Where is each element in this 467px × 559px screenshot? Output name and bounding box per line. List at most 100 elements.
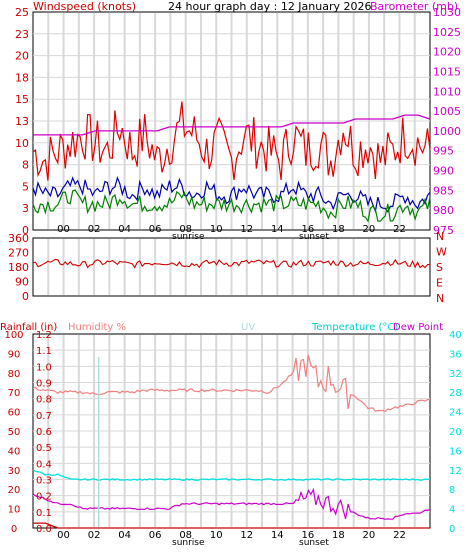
temperature-tick-label: 8 — [449, 485, 455, 496]
temperature-tick-label: 4 — [449, 505, 455, 516]
compass-tick-label: E — [436, 277, 443, 290]
wind-lull-series — [32, 189, 431, 223]
dewpoint-axis-label: Dew Point — [393, 322, 443, 333]
humidity-tick-label: 10 — [8, 505, 21, 516]
humidity-tick-label: 40 — [8, 446, 21, 457]
rainfall-tick-label: 1.0 — [36, 362, 52, 373]
rainfall-tick-label: 0.1 — [36, 508, 52, 519]
windspeed-tick-label: 5 — [22, 180, 29, 193]
humidity-tick-label: 100 — [4, 330, 23, 341]
humidity-tick-label: 0 — [11, 524, 17, 535]
humidity-tick-label: 80 — [8, 369, 21, 380]
wind-gust-series — [32, 101, 431, 181]
compass-tick-label: S — [436, 261, 443, 274]
wind-average-series — [32, 175, 431, 214]
barometer-tick-label: 1005 — [433, 105, 461, 118]
temperature-tick-label: 40 — [449, 330, 462, 341]
barometer-axis-label: Barometer (mb) — [370, 0, 458, 13]
humidity-tick-label: 30 — [8, 466, 21, 477]
hour-tick-label: 04 — [118, 224, 131, 235]
windspeed-tick-label: 3 — [22, 202, 29, 215]
rainfall-tick-label: 0.0 — [36, 524, 52, 535]
windspeed-tick-label: 8 — [22, 159, 29, 172]
humidity-axis-label: Humidity % — [68, 322, 126, 333]
temperature-tick-label: 12 — [449, 466, 462, 477]
barometer-tick-label: 995 — [433, 145, 454, 158]
rainfall-tick-label: 0.7 — [36, 411, 52, 422]
barometer-tick-label: 1010 — [433, 85, 461, 98]
hour-tick-label: 14 — [271, 530, 284, 541]
rainfall-tick-label: 0.4 — [36, 459, 52, 470]
graph-title: 24 hour graph day : 12 January 2026 — [168, 0, 372, 13]
humidity-tick-label: 90 — [8, 349, 21, 360]
hour-tick-label: 10 — [210, 530, 223, 541]
direction-tick-label: 90 — [15, 276, 29, 289]
hour-tick-label: 06 — [149, 224, 162, 235]
direction-tick-label: 180 — [8, 261, 29, 274]
uv-axis-label: UV — [241, 322, 255, 333]
temperature-tick-label: 28 — [449, 388, 462, 399]
barometer-tick-label: 990 — [433, 165, 454, 178]
hour-tick-label: 02 — [88, 224, 101, 235]
rainfall-tick-label: 0.9 — [36, 379, 52, 390]
barometer-tick-label: 1025 — [433, 26, 461, 39]
sunrise-label-top: sunrise — [172, 232, 205, 242]
temperature-tick-label: 32 — [449, 369, 462, 380]
barometer-tick-label: 1015 — [433, 65, 461, 78]
windspeed-tick-label: 25 — [15, 6, 29, 19]
temperature-tick-label: 20 — [449, 427, 462, 438]
hour-tick-label: 06 — [149, 530, 162, 541]
windspeed-tick-label: 18 — [15, 71, 29, 84]
hour-tick-label: 04 — [118, 530, 131, 541]
hour-tick-label: 18 — [332, 224, 345, 235]
windspeed-tick-label: 10 — [15, 137, 29, 150]
wind-direction-series — [32, 258, 431, 269]
windspeed-tick-label: 13 — [15, 115, 29, 128]
temperature-tick-label: 36 — [449, 349, 462, 360]
sunset-label-bottom: sunset — [299, 538, 329, 548]
hour-tick-label: 12 — [240, 530, 253, 541]
hour-tick-label: 14 — [271, 224, 284, 235]
barometer-tick-label: 985 — [433, 184, 454, 197]
windspeed-tick-label: 23 — [15, 28, 29, 41]
temperature-tick-label: 0 — [449, 524, 455, 535]
rainfall-tick-label: 0.3 — [36, 476, 52, 487]
barometer-tick-label: 1000 — [433, 125, 461, 138]
temperature-tick-label: 24 — [449, 408, 462, 419]
rainfall-tick-label: 0.8 — [36, 395, 52, 406]
hour-tick-label: 22 — [393, 224, 406, 235]
hour-tick-label: 16 — [301, 530, 314, 541]
temperature-axis-label: Temperature (°C) — [311, 322, 398, 333]
rainfall-tick-label: 0.5 — [36, 443, 52, 454]
hour-tick-label: 10 — [210, 224, 223, 235]
rainfall-axis-label: Rainfall (in) — [0, 322, 57, 333]
compass-tick-label: W — [436, 246, 447, 259]
hour-tick-label: 20 — [363, 530, 376, 541]
hour-tick-label: 08 — [179, 224, 192, 235]
hour-tick-label: 16 — [301, 224, 314, 235]
hour-tick-label: 00 — [57, 530, 70, 541]
rainfall-series — [33, 522, 430, 529]
sunset-label-top: sunset — [299, 232, 329, 242]
hour-tick-label: 20 — [363, 224, 376, 235]
barometer-series — [33, 114, 431, 136]
temperature-tick-label: 16 — [449, 446, 462, 457]
humidity-tick-label: 70 — [8, 388, 21, 399]
humidity-tick-label: 60 — [8, 408, 21, 419]
windspeed-tick-label: 15 — [15, 93, 29, 106]
sunrise-label-bottom: sunrise — [172, 538, 205, 548]
rainfall-tick-label: 0.2 — [36, 492, 52, 503]
hour-tick-label: 18 — [332, 530, 345, 541]
compass-tick-label: N — [436, 292, 444, 305]
hour-tick-label: 08 — [179, 530, 192, 541]
barometer-tick-label: 1020 — [433, 46, 461, 59]
hour-tick-label: 00 — [57, 224, 70, 235]
direction-tick-label: 360 — [8, 232, 29, 245]
rainfall-tick-label: 1.1 — [36, 346, 52, 357]
barometer-tick-label: 980 — [433, 204, 454, 217]
hour-tick-label: 22 — [393, 530, 406, 541]
barometer-tick-label: 1030 — [433, 6, 461, 19]
humidity-tick-label: 20 — [8, 485, 21, 496]
